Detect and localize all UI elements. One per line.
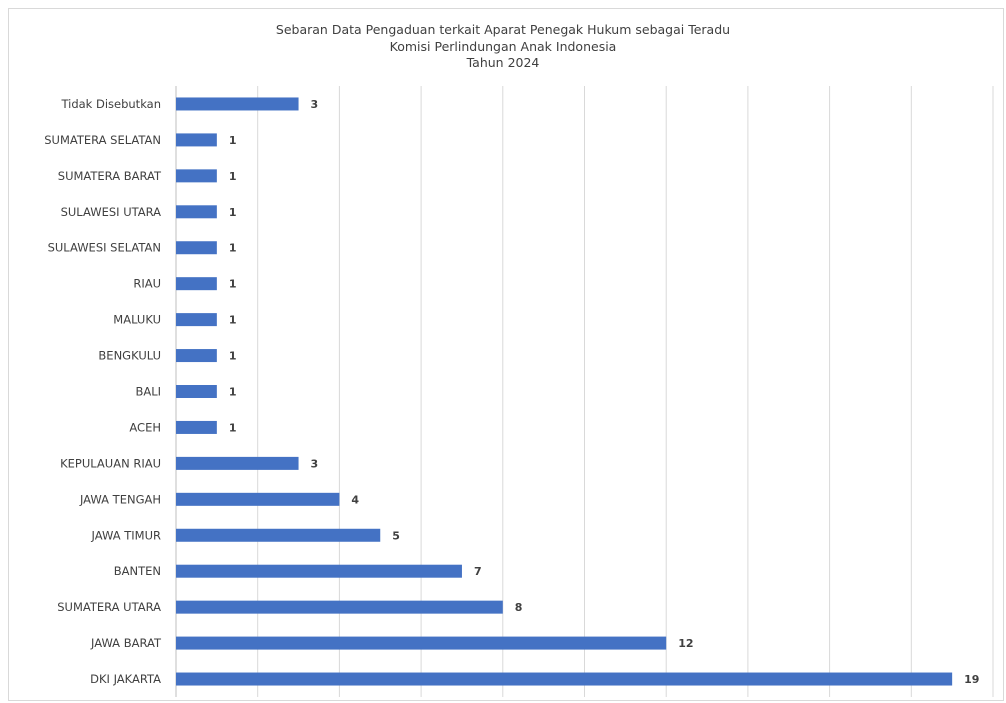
category-label: SULAWESI UTARA: [61, 205, 162, 219]
bars: [176, 97, 953, 686]
data-label: 1: [229, 421, 237, 434]
data-label: 8: [515, 601, 523, 614]
category-label: JAWA TENGAH: [79, 492, 161, 506]
data-label: 3: [311, 98, 319, 111]
bar: [176, 600, 503, 614]
chart-frame: [8, 8, 1004, 701]
data-label: 1: [229, 350, 237, 363]
bar: [176, 564, 462, 578]
category-label: SUMATERA SELATAN: [44, 133, 161, 147]
bar: [176, 169, 217, 183]
bar: [176, 313, 217, 327]
category-label: SUMATERA UTARA: [57, 600, 161, 614]
bar: [176, 385, 217, 398]
category-label: DKI JAKARTA: [90, 672, 161, 686]
bar: [176, 492, 340, 506]
data-label: 1: [229, 386, 237, 399]
category-label: Tidak Disebutkan: [60, 97, 161, 111]
category-label: BENGKULU: [98, 349, 161, 363]
bar: [176, 636, 667, 650]
data-label: 5: [392, 529, 400, 542]
bar: [176, 672, 953, 686]
data-label: 3: [311, 457, 319, 470]
bar: [176, 349, 217, 363]
category-label: SULAWESI SELATAN: [48, 241, 161, 255]
data-label: 1: [229, 242, 237, 255]
data-label: 1: [229, 278, 237, 291]
bar: [176, 97, 299, 111]
category-label: BANTEN: [114, 564, 161, 578]
data-label: 1: [229, 170, 237, 183]
category-label: JAWA BARAT: [90, 636, 162, 650]
category-label: SUMATERA BARAT: [58, 169, 162, 183]
data-label: 19: [964, 673, 979, 686]
category-label: MALUKU: [113, 313, 161, 327]
data-label: 7: [474, 565, 482, 578]
category-label: KEPULAUAN RIAU: [60, 456, 161, 470]
category-label: ACEH: [129, 420, 161, 434]
category-label: BALI: [135, 385, 161, 399]
data-label: 4: [351, 493, 359, 506]
data-label: 1: [229, 206, 237, 219]
chart-title-line-2: Komisi Perlindungan Anak Indonesia: [389, 39, 617, 54]
labels: Tidak Disebutkan 3 SUMATERA SELATAN 1 SUMATE…: [44, 97, 979, 686]
bar: [176, 205, 217, 219]
chart-title-line-1: Sebaran Data Pengaduan terkait Aparat Pe…: [275, 22, 731, 37]
bar: [176, 420, 217, 434]
category-label: JAWA TIMUR: [91, 528, 161, 542]
bar: [176, 277, 217, 291]
bar: [176, 528, 381, 542]
gridlines: [175, 86, 994, 697]
category-label: RIAU: [133, 277, 161, 291]
data-label: 1: [229, 134, 237, 147]
bar: [176, 133, 217, 147]
data-label: 12: [678, 637, 693, 650]
data-label: 1: [229, 314, 237, 327]
bar: [176, 456, 299, 470]
chart-title-line-3: Tahun 2024: [466, 55, 540, 70]
bar: [176, 241, 217, 255]
